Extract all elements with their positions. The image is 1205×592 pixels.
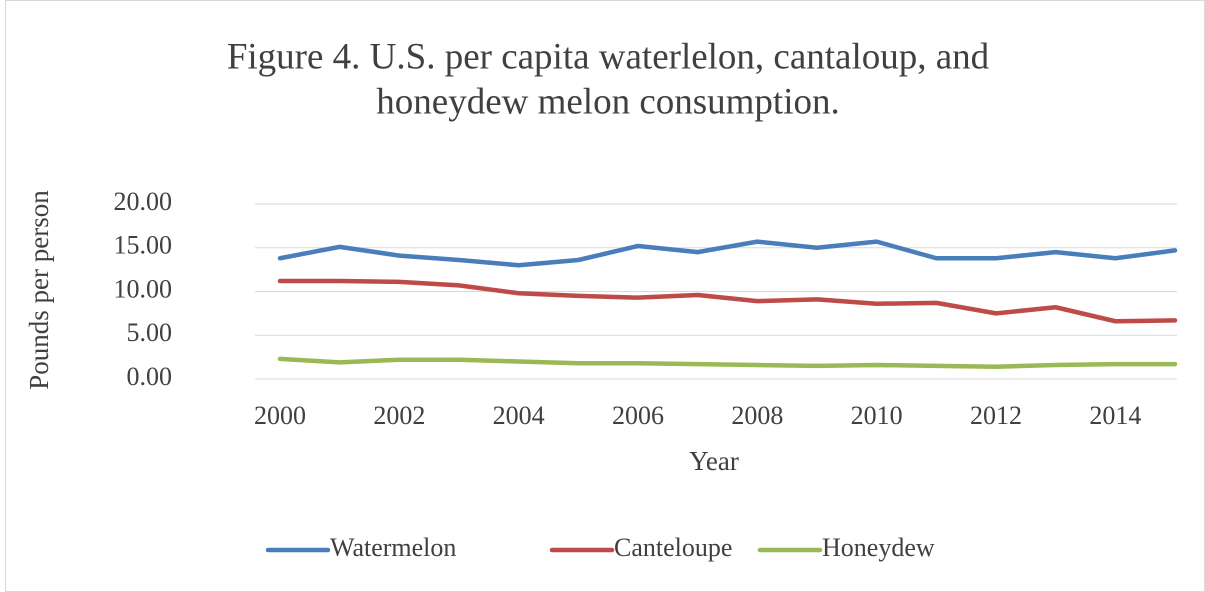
x-axis-label: Year xyxy=(689,446,739,476)
x-tick-label: 2004 xyxy=(493,401,545,430)
y-axis-label: Pounds per person xyxy=(24,190,54,390)
y-tick-label: 10.00 xyxy=(114,274,173,303)
y-tick-label: 0.00 xyxy=(127,362,173,391)
chart-title: Figure 4. U.S. per capita waterlelon, ca… xyxy=(227,36,990,77)
y-tick-label: 20.00 xyxy=(114,187,173,216)
series-line xyxy=(277,239,1178,268)
x-tick-label: 2010 xyxy=(851,401,903,430)
x-tick-label: 2002 xyxy=(373,401,425,430)
series-line xyxy=(277,278,1178,324)
legend-label: Watermelon xyxy=(330,533,456,562)
x-tick-label: 2012 xyxy=(970,401,1022,430)
y-tick-label: 5.00 xyxy=(127,318,173,347)
x-tick-label: 2006 xyxy=(612,401,664,430)
series-line xyxy=(277,356,1178,369)
chart-title: honeydew melon consumption. xyxy=(376,81,839,122)
y-tick-label: 15.00 xyxy=(114,231,173,260)
x-tick-label: 2008 xyxy=(731,401,783,430)
x-tick-label: 2014 xyxy=(1089,401,1141,430)
legend-label: Canteloupe xyxy=(614,533,732,562)
legend-label: Honeydew xyxy=(822,533,935,562)
x-tick-label: 2000 xyxy=(254,401,306,430)
